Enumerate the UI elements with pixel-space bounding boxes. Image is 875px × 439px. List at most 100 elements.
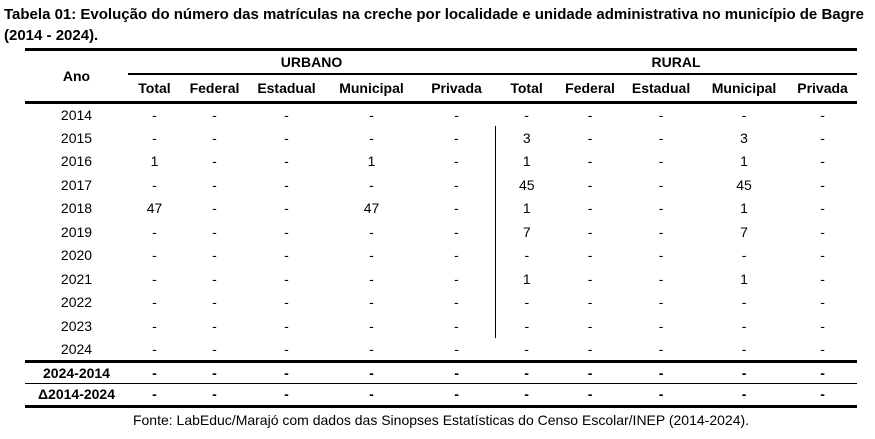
cell-2022-rural-municipal: - <box>741 294 747 311</box>
cell-Δ2014-2024-rural-privada: - <box>788 383 858 408</box>
cell-Δ2014-2024-urbano-privada: - <box>418 383 496 408</box>
cell-2024-2014-urbano-estadual: - <box>248 361 325 384</box>
cell-2019-urbano-estadual: - <box>284 223 289 240</box>
matriculas-table: Ano URBANO RURAL Total Federal Estadual Mun… <box>25 48 858 408</box>
cell-2016-urbano-total: 1 <box>150 153 159 170</box>
cell-Δ2014-2024-urbano-estadual: - <box>248 383 325 408</box>
table-row-2019: 2019 - - - - - 7 - - 7 - <box>25 220 857 244</box>
cell-2022-rural-federal: - <box>587 294 593 311</box>
cell-2014-rural-privada: - <box>820 107 825 123</box>
cell-2016-urbano-privada: - <box>453 153 459 170</box>
cell-2024-2014-rural-estadual: - <box>622 361 701 384</box>
cell-2020-rural-total: - <box>494 243 559 267</box>
cell-2015-urbano-total: - <box>152 129 157 146</box>
cell-2014-urbano-estadual: - <box>284 107 289 123</box>
cell-2019-urbano-federal: - <box>212 223 217 240</box>
cell-2021-rural-total: 1 <box>494 267 559 291</box>
cell-2021-urbano-municipal: - <box>369 270 374 287</box>
summary-row-1: 2024-2014- - - - - - - - - - <box>25 361 858 384</box>
cell-2022-urbano-privada: - <box>453 294 459 311</box>
cell-2019-rural-total: 7 <box>494 220 559 244</box>
column-header-urbano-total: Total <box>128 73 181 104</box>
cell-2020-urbano-privada: - <box>453 247 459 264</box>
cell-2024-rural-privada: - <box>788 337 858 363</box>
cell-Δ2014-2024-urbano-federal: - <box>181 383 248 408</box>
cell-2024-urbano-estadual: - <box>248 337 325 363</box>
cell-2024-urbano-municipal: - <box>325 337 418 363</box>
column-header-rural-municipal: Municipal <box>700 73 789 104</box>
group-header-rural: RURAL <box>495 48 858 75</box>
cell-2015-rural-privada: - <box>820 129 825 146</box>
cell-2023-urbano-total: - <box>152 317 157 334</box>
cell-2018-urbano-estadual: - <box>284 200 289 217</box>
column-header-rural-privada: Privada <box>788 73 858 104</box>
cell-2024-2014-rural-municipal: - <box>700 361 789 384</box>
cell-2017-rural-municipal: 45 <box>736 176 752 193</box>
cell-2021-rural-federal: - <box>587 270 593 287</box>
cell-2020-rural-estadual: - <box>658 247 664 264</box>
year-column-header: Ano <box>25 48 128 104</box>
cell-2014-urbano-federal: - <box>212 107 217 123</box>
cell-2017-rural-estadual: - <box>658 176 664 193</box>
cell-2021-urbano-estadual: - <box>284 270 289 287</box>
cell-2020-urbano-municipal: - <box>369 247 374 264</box>
column-header-rural-total: Total <box>495 73 559 104</box>
cell-2024-2014-urbano-federal: - <box>181 361 248 384</box>
cell-2018-rural-estadual: - <box>658 200 664 217</box>
row-label-2020: 2020 <box>60 247 93 264</box>
cell-2018-rural-federal: - <box>587 200 593 217</box>
summary-row-2: Δ2014-2024- - - - - - - - - - <box>25 383 858 408</box>
header-group-row: Ano URBANO RURAL <box>25 48 858 104</box>
cell-2017-urbano-federal: - <box>212 176 217 193</box>
cell-Δ2014-2024-rural-total: - <box>495 383 559 408</box>
cell-2019-rural-estadual: - <box>658 223 664 240</box>
column-header-urbano-privada: Privada <box>418 73 496 104</box>
cell-2016-rural-privada: - <box>820 153 825 170</box>
cell-2021-urbano-privada: - <box>453 270 459 287</box>
cell-2021-rural-estadual: - <box>658 270 664 287</box>
cell-Δ2014-2024-rural-estadual: - <box>622 383 701 408</box>
cell-2020-urbano-federal: - <box>212 247 217 264</box>
column-header-rural-federal: Federal <box>558 73 623 104</box>
row-label-Δ2014-2024: Δ2014-2024 <box>25 383 128 408</box>
row-label-2024: 2024 <box>25 337 128 363</box>
cell-2017-rural-federal: - <box>587 176 593 193</box>
table-row-2017: 2017 - - - - - 45 - - 45 - <box>25 173 857 197</box>
cell-2018-rural-municipal: 1 <box>740 200 748 217</box>
cell-2022-urbano-estadual: - <box>284 294 289 311</box>
cell-2018-urbano-total: 47 <box>146 200 163 217</box>
cell-2022-rural-total: - <box>494 290 559 314</box>
cell-2024-urbano-total: - <box>128 337 181 363</box>
cell-Δ2014-2024-rural-municipal: - <box>700 383 789 408</box>
group-header-urbano: URBANO <box>128 48 496 75</box>
cell-2014-urbano-privada: - <box>454 107 459 123</box>
cell-2015-rural-estadual: - <box>658 129 664 146</box>
cell-2022-rural-privada: - <box>820 294 825 311</box>
cell-2015-rural-federal: - <box>587 129 593 146</box>
table-row-2016: 2016 1 - - 1 - 1 - - 1 - <box>25 149 857 173</box>
cell-2015-rural-municipal: 3 <box>740 129 748 146</box>
cell-2016-rural-federal: - <box>587 153 593 170</box>
cell-2024-rural-municipal: - <box>700 337 789 363</box>
table-row-2015: 2015 - - - - - 3 - - 3 - <box>25 126 857 150</box>
table-row-2024: 2024- - - - - - - - - - <box>25 337 858 363</box>
cell-2022-urbano-federal: - <box>212 294 217 311</box>
cell-2021-rural-privada: - <box>820 270 825 287</box>
cell-2015-rural-total: 3 <box>494 126 559 150</box>
cell-2019-rural-federal: - <box>587 223 593 240</box>
cell-2019-urbano-privada: - <box>453 223 459 240</box>
cell-2018-urbano-federal: - <box>212 200 217 217</box>
cell-2017-urbano-estadual: - <box>284 176 289 193</box>
cell-2015-urbano-municipal: - <box>369 129 374 146</box>
cell-2024-2014-urbano-total: - <box>128 361 181 384</box>
cell-2023-urbano-municipal: - <box>369 317 374 334</box>
cell-2017-urbano-privada: - <box>453 176 459 193</box>
cell-2023-urbano-federal: - <box>212 317 217 334</box>
row-label-2018: 2018 <box>60 200 93 217</box>
cell-2014-rural-municipal: - <box>741 107 747 123</box>
cell-2014-rural-estadual: - <box>658 107 664 123</box>
cell-2018-urbano-municipal: 47 <box>363 200 380 217</box>
row-label-2022: 2022 <box>60 294 93 311</box>
cell-2022-urbano-total: - <box>152 294 157 311</box>
row-label-2014: 2014 <box>60 107 93 123</box>
